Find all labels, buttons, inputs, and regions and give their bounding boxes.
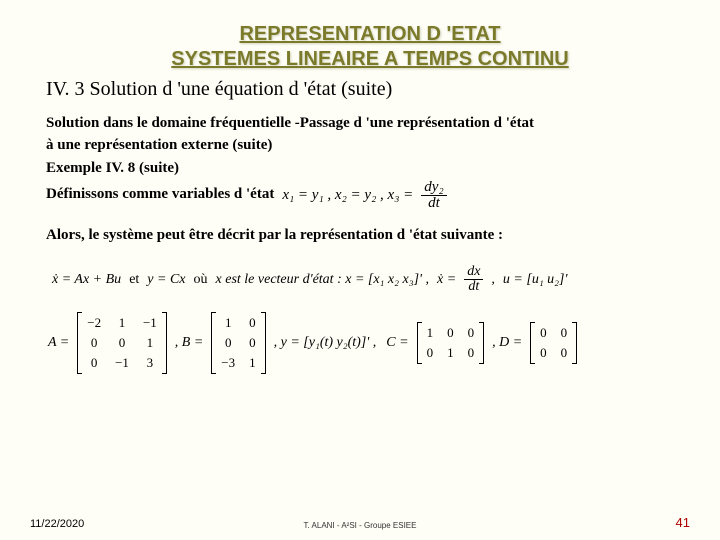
footer-page-number: 41 [676,515,690,530]
eq-y: y = Cx [147,272,185,288]
C-label: C = [384,335,410,351]
eq-xdot-def: ẋ = [437,272,456,288]
B-cell: 1 [249,355,256,371]
title-block: REPRESENTATION D 'ETAT SYSTEMES LINEAIRE… [60,22,680,72]
eq-xvec: x est le vecteur d'état : x = [x₁ x₂ x₃]… [216,272,430,288]
title-line-1: REPRESENTATION D 'ETAT [60,22,680,47]
matrices-row: A = −21−1 001 0−13 , B = 10 00 −31 [46,312,680,374]
A-cell: 1 [143,335,157,351]
body-content: Solution dans le domaine fréquentielle -… [40,113,680,374]
footer-date: 11/22/2020 [30,518,84,530]
D-cell: 0 [561,325,568,341]
eq-xdot: ẋ = Ax + Bu [52,272,121,288]
paragraph-3: Définissons comme variables d 'état [46,184,274,204]
A-cell: 0 [87,355,101,371]
matrix-B: 10 00 −31 [211,312,265,374]
dy2-dt-fraction: dy₂ dt [421,180,446,211]
A-cell: 1 [115,315,129,331]
slide: REPRESENTATION D 'ETAT SYSTEMES LINEAIRE… [0,0,720,374]
frac-denominator: dt [425,196,443,211]
D-grid: 00 00 [535,322,572,364]
C-cell: 1 [447,345,454,361]
eq-u: u = [u₁ u₂]' [503,272,568,288]
B-cell: 0 [249,335,256,351]
paragraph-1a: Solution dans le domaine fréquentielle -… [46,113,680,133]
D-cell: 0 [540,325,547,341]
state-equation-row: ẋ = Ax + Bu et y = Cx où x est le vecteu… [46,265,680,294]
footer-author: T. ALANI - A²SI - Groupe ESIEE [304,521,417,530]
frac-numerator: dy₂ [421,180,446,196]
footer: 11/22/2020 T. ALANI - A²SI - Groupe ESIE… [0,515,720,530]
eq-et: et [129,272,139,288]
B-cell: −3 [221,355,235,371]
B-label: , B = [173,335,206,351]
dx-dt-fraction: dx dt [464,265,483,294]
A-cell: 0 [87,335,101,351]
y-label: , y = [y₁(t) y₂(t)]' , [272,335,379,351]
D-cell: 0 [540,345,547,361]
dxdt-num: dx [464,265,483,280]
A-cell: −2 [87,315,101,331]
paragraph-2: Exemple IV. 8 (suite) [46,158,680,178]
C-cell: 0 [468,325,475,341]
A-cell: 0 [115,335,129,351]
C-cell: 1 [427,325,434,341]
D-label: , D = [490,335,524,351]
dxdt-den: dt [465,280,482,294]
section-subtitle: IV. 3 Solution d 'une équation d 'état (… [40,78,680,101]
state-vars-eq: x₁ = y₁ , x₂ = y₂ , x₃ = [282,187,413,204]
paragraph-1b: à une représentation externe (suite) [46,135,680,155]
eq-ou: où [194,272,208,288]
C-grid: 100 010 [422,322,480,364]
matrix-A: −21−1 001 0−13 [77,312,167,374]
A-label: A = [46,335,71,351]
C-cell: 0 [447,325,454,341]
B-grid: 10 00 −31 [216,312,260,374]
A-grid: −21−1 001 0−13 [82,312,162,374]
B-cell: 0 [249,315,256,331]
title-line-2: SYSTEMES LINEAIRE A TEMPS CONTINU [60,47,680,72]
matrix-D: 00 00 [530,322,577,364]
C-cell: 0 [427,345,434,361]
B-cell: 1 [221,315,235,331]
B-cell: 0 [221,335,235,351]
state-vars-row: Définissons comme variables d 'état x₁ =… [46,180,680,211]
paragraph-4: Alors, le système peut être décrit par l… [46,225,680,245]
A-cell: 3 [143,355,157,371]
eq-comma: , [491,272,495,288]
A-cell: −1 [143,315,157,331]
D-cell: 0 [561,345,568,361]
matrix-C: 100 010 [417,322,485,364]
A-cell: −1 [115,355,129,371]
C-cell: 0 [468,345,475,361]
